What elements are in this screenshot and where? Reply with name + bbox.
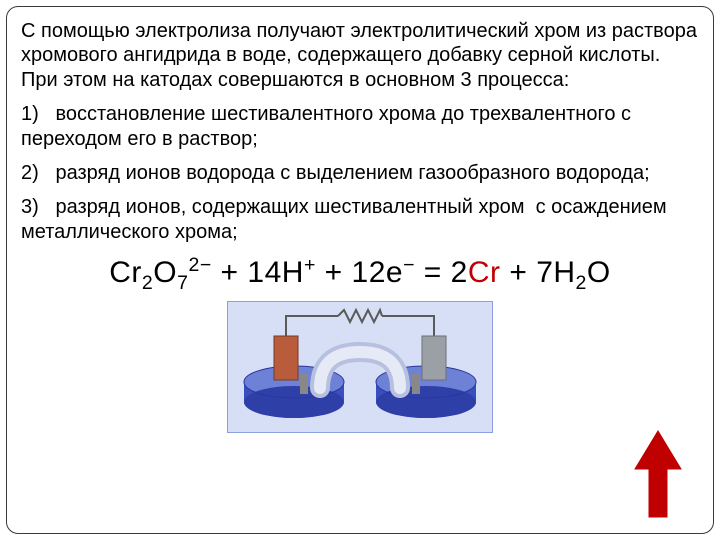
eq-cr: Cr [468,256,501,289]
up-arrow-icon[interactable] [633,429,683,519]
eq-sub: 2 [576,272,587,294]
slide-frame: С помощью электролиза получают электроли… [6,6,714,534]
eq-part: O [587,256,611,289]
electrolysis-diagram [227,301,493,433]
eq-part: + 14H [212,256,304,289]
eq-sup: 2− [188,254,211,276]
eq-sup: − [403,254,415,276]
eq-sub: 2 [142,272,153,294]
eq-part: + 12e [316,256,403,289]
eq-part: O [153,256,177,289]
diagram-container [21,301,699,437]
process-3: 3) разряд ионов, содержащих шестивалентн… [21,195,699,244]
eq-part: + 7H [501,256,576,289]
eq-sub: 7 [177,272,188,294]
process-1: 1) восстановление шестивалентного хрома … [21,102,699,151]
chemical-equation: Cr2O72− + 14H+ + 12e− = 2Cr + 7H2O [21,254,699,295]
process-2: 2) разряд ионов водорода с выделением га… [21,161,699,185]
intro-paragraph: С помощью электролиза получают электроли… [21,19,699,92]
eq-sup: + [304,254,316,276]
eq-part: = 2 [415,256,468,289]
diagram-svg [228,302,492,432]
eq-part: Cr [109,256,142,289]
